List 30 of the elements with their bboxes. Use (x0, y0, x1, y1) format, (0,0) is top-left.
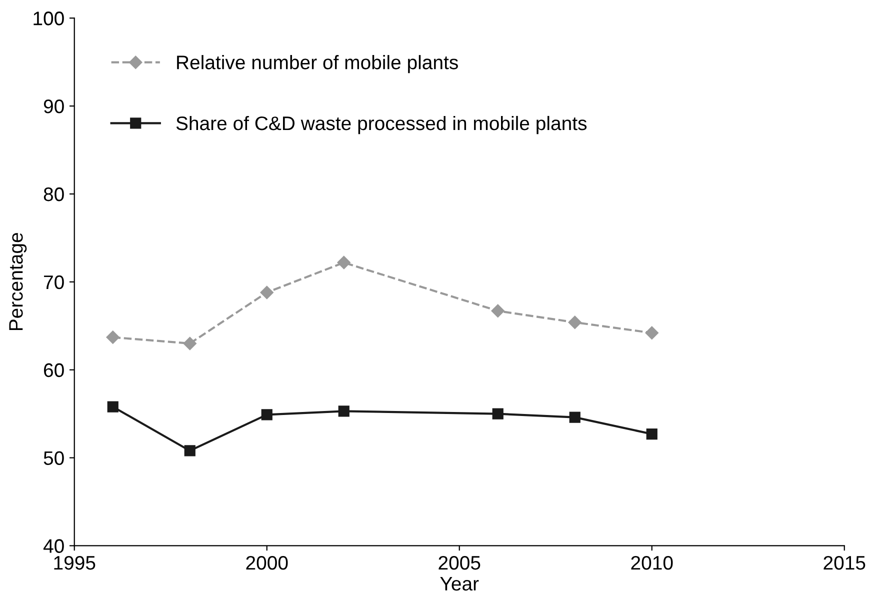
point (646, 428, 658, 440)
y-tick-label: 60 (44, 363, 64, 378)
point (337, 256, 350, 270)
point (106, 330, 120, 344)
point (261, 409, 272, 420)
point (491, 304, 504, 318)
point (568, 316, 582, 329)
point (107, 401, 118, 412)
legend-label: Relative number of mobile plants (177, 55, 458, 74)
point (183, 336, 196, 350)
legend-label: Share of C&D waste processed in mobile plants (176, 116, 587, 134)
y-tick-label: 70 (44, 275, 64, 290)
point (260, 286, 274, 300)
point (492, 408, 504, 420)
x-tick-label: 2015 (824, 556, 866, 570)
x-tick-label: 2010 (631, 556, 673, 570)
point (184, 445, 196, 456)
x-axis-title: Year (440, 577, 479, 591)
y-tick-label: 80 (44, 187, 64, 202)
y-tick-label: 90 (44, 99, 64, 114)
x-tick-label: 2000 (246, 556, 288, 570)
y-tick-label: 50 (44, 451, 64, 466)
point (645, 326, 658, 340)
point (338, 406, 350, 417)
x-tick-label: 1995 (54, 556, 96, 570)
x-tick-label: 2005 (438, 556, 480, 570)
y-tick-label: 100 (34, 12, 64, 26)
y-tick-label: 40 (43, 539, 64, 553)
point (569, 412, 580, 423)
y-axis-title: Percentage (9, 233, 27, 330)
